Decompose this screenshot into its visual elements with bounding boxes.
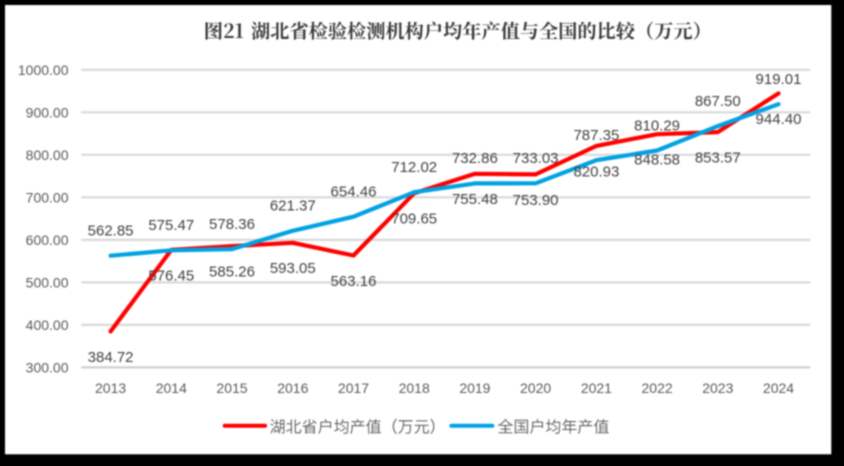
svg-text:867.50: 867.50 <box>695 93 741 110</box>
svg-text:300.00: 300.00 <box>26 360 69 376</box>
svg-text:800.00: 800.00 <box>26 147 69 163</box>
svg-text:2013: 2013 <box>95 380 126 396</box>
svg-text:578.36: 578.36 <box>209 216 255 233</box>
svg-text:2019: 2019 <box>459 380 490 396</box>
svg-text:621.37: 621.37 <box>270 198 316 215</box>
svg-text:820.93: 820.93 <box>573 163 619 180</box>
svg-text:400.00: 400.00 <box>26 317 69 333</box>
svg-text:2024: 2024 <box>763 380 794 396</box>
svg-text:919.01: 919.01 <box>756 71 802 88</box>
svg-text:712.02: 712.02 <box>391 159 437 176</box>
svg-text:563.16: 563.16 <box>331 273 377 290</box>
svg-text:787.35: 787.35 <box>573 127 619 144</box>
svg-text:853.57: 853.57 <box>695 150 741 167</box>
svg-text:593.05: 593.05 <box>270 260 316 277</box>
svg-text:562.85: 562.85 <box>88 223 134 240</box>
svg-text:700.00: 700.00 <box>26 189 69 205</box>
svg-text:2017: 2017 <box>338 380 369 396</box>
svg-text:384.72: 384.72 <box>88 349 134 366</box>
svg-text:2016: 2016 <box>277 380 308 396</box>
svg-text:2022: 2022 <box>642 380 673 396</box>
svg-text:654.46: 654.46 <box>331 184 377 201</box>
svg-text:944.40: 944.40 <box>756 111 802 128</box>
svg-text:732.86: 732.86 <box>452 150 498 167</box>
svg-text:848.58: 848.58 <box>634 152 680 169</box>
svg-text:2020: 2020 <box>520 380 551 396</box>
svg-text:500.00: 500.00 <box>26 275 69 291</box>
svg-text:2018: 2018 <box>399 380 430 396</box>
svg-text:1000.00: 1000.00 <box>18 62 69 78</box>
svg-text:733.03: 733.03 <box>513 150 559 167</box>
svg-text:2015: 2015 <box>216 380 247 396</box>
svg-text:576.45: 576.45 <box>148 267 194 284</box>
svg-text:900.00: 900.00 <box>26 104 69 120</box>
svg-text:575.47: 575.47 <box>148 217 194 234</box>
svg-text:709.65: 709.65 <box>391 211 437 228</box>
svg-text:2021: 2021 <box>581 380 612 396</box>
svg-text:753.90: 753.90 <box>513 192 559 209</box>
svg-text:585.26: 585.26 <box>209 264 255 281</box>
svg-text:2023: 2023 <box>702 380 733 396</box>
svg-text:600.00: 600.00 <box>26 232 69 248</box>
svg-text:810.29: 810.29 <box>634 117 680 134</box>
svg-text:755.48: 755.48 <box>452 191 498 208</box>
svg-text:2014: 2014 <box>156 380 187 396</box>
